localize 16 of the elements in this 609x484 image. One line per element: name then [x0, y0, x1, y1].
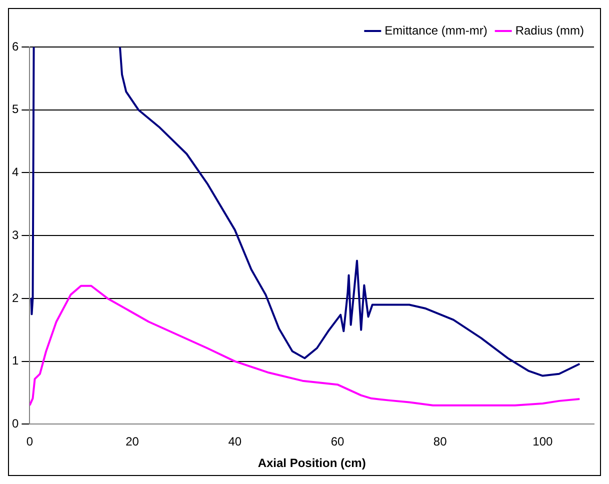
y-tick-label: 6 — [12, 39, 19, 54]
x-tick-label: 60 — [330, 434, 344, 449]
y-tick-label: 3 — [12, 228, 19, 242]
x-tick-label: 0 — [26, 434, 34, 449]
y-tick-label: 1 — [12, 354, 19, 368]
y-tick-label: 4 — [12, 165, 19, 180]
y-tick-label: 0 — [12, 416, 19, 431]
x-axis-title: Axial Position (cm) — [258, 456, 366, 470]
x-tick-label: 100 — [532, 434, 554, 449]
legend-label: Radius (mm) — [515, 23, 584, 38]
y-tick-label: 5 — [12, 102, 19, 116]
y-tick-label: 2 — [12, 290, 19, 305]
x-tick-label: 80 — [433, 434, 448, 449]
legend-label: Emittance (mm-mr) — [384, 23, 488, 38]
x-tick-label: 40 — [228, 434, 242, 449]
x-tick-label: 20 — [126, 434, 140, 449]
